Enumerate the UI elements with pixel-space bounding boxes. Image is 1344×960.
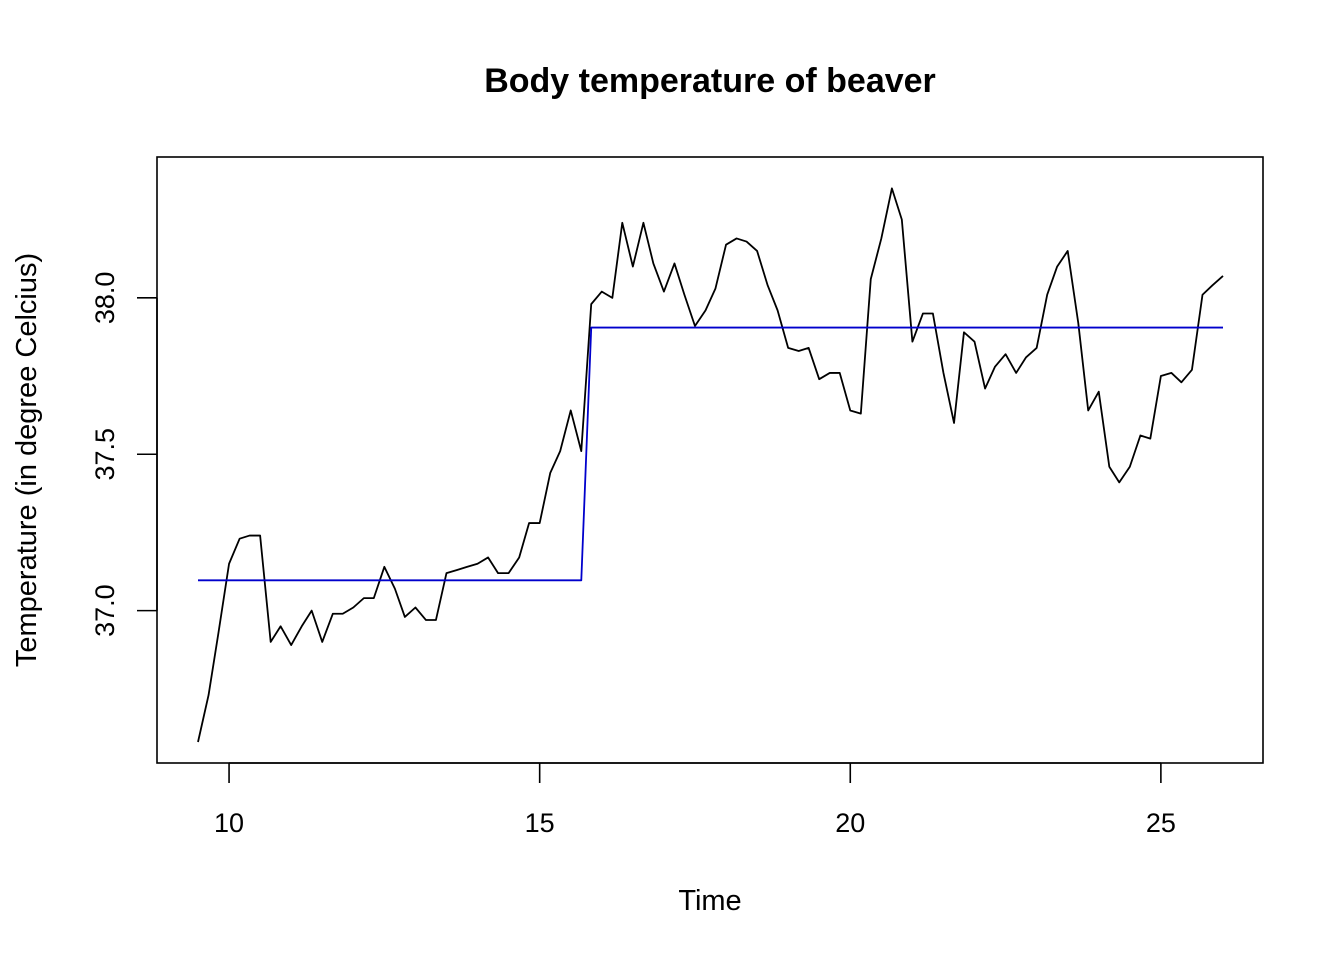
- mean-level-line: [198, 326, 1223, 582]
- y-axis-label: Temperature (in degree Celcius): [11, 253, 43, 667]
- y-axis: 37.0 37.5 38.0: [90, 272, 158, 637]
- x-axis-label: Time: [678, 885, 741, 917]
- chart-title: Body temperature of beaver: [484, 62, 936, 100]
- temperature-series-line: [197, 187, 1224, 743]
- x-tick-label: 25: [1146, 808, 1176, 838]
- x-axis: 10 15 20 25: [214, 762, 1176, 838]
- series-layer: [197, 187, 1224, 743]
- y-tick-label: 37.0: [90, 584, 120, 637]
- y-tick-label: 37.5: [90, 428, 120, 481]
- x-tick-label: 10: [214, 808, 244, 838]
- x-tick-label: 15: [525, 808, 555, 838]
- y-tick-label: 38.0: [90, 272, 120, 325]
- plot-frame: [156, 156, 1264, 764]
- x-tick-label: 20: [835, 808, 865, 838]
